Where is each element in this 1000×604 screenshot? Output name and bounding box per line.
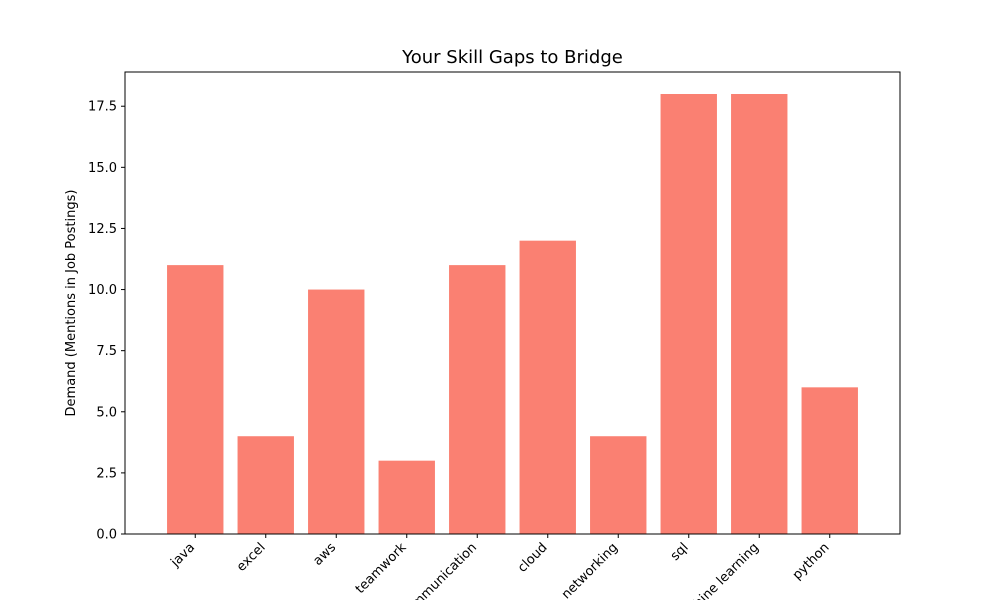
y-tick-label: 17.5	[88, 100, 117, 115]
bar-cloud	[519, 240, 576, 535]
x-tick-label: sql	[668, 540, 692, 564]
bar-python	[801, 387, 858, 534]
x-tick-label: communication	[398, 540, 480, 600]
bar-aws	[308, 289, 365, 534]
chart-title: Your Skill Gaps to Bridge	[401, 47, 623, 68]
bar-excel	[237, 436, 294, 534]
bar-teamwork	[378, 460, 435, 534]
x-tick-label: cloud	[515, 540, 551, 576]
y-tick-label: 2.5	[96, 466, 117, 481]
bar-java	[167, 265, 224, 534]
y-axis-ticks: 0.0 2.5 5.0 7.5 10.0 12.5 15.0 17.5	[88, 100, 125, 543]
x-tick-label: java	[167, 540, 198, 571]
bar-machine-learning	[731, 94, 788, 534]
x-tick-label: networking	[559, 540, 621, 600]
x-tick-label: excel	[234, 540, 269, 575]
y-tick-label: 10.0	[88, 283, 117, 298]
y-tick-label: 12.5	[88, 222, 117, 237]
x-tick-label: python	[790, 540, 833, 583]
bar-communication	[449, 265, 506, 534]
y-axis-label: Demand (Mentions in Job Postings)	[64, 190, 79, 417]
x-tick-label: aws	[311, 540, 340, 569]
y-tick-label: 7.5	[96, 344, 117, 359]
x-tick-label: teamwork	[353, 540, 410, 597]
bars-group	[167, 94, 858, 535]
plot-frame	[124, 71, 901, 535]
y-tick-label: 0.0	[96, 528, 117, 543]
y-tick-label: 5.0	[96, 405, 117, 420]
y-tick-label: 15.0	[88, 161, 117, 176]
bar-networking	[590, 436, 647, 534]
bar-sql	[660, 94, 717, 534]
